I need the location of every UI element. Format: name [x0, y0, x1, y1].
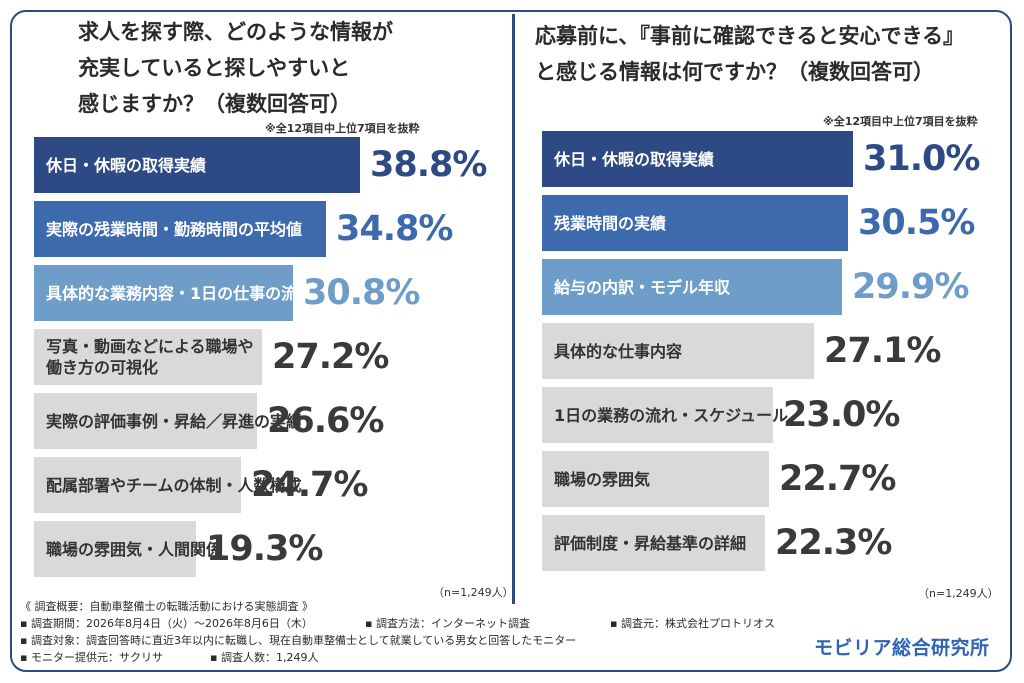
left-sample-size: （n=1,249人）	[433, 586, 514, 599]
survey-period: ▪ 調査期間：2026年8月4日（火）～2026年8月6日（木）	[20, 617, 313, 630]
left-bar-row: 実際の残業時間・勤務時間の平均値 34.8%	[34, 201, 504, 257]
right-bar	[542, 259, 842, 315]
right-bar-value: 22.7%	[779, 459, 896, 499]
left-chart-note: ※全12項目中上位7項目を抜粋	[265, 122, 420, 135]
right-bar-row: 残業時間の実績 30.5%	[542, 195, 1002, 251]
right-sample-size: （n=1,249人）	[918, 587, 999, 600]
right-bar-label: 給与の内訳・モデル年収	[554, 277, 731, 297]
left-bar-row: 実際の評価事例・昇給／昇進の実績 26.6%	[34, 393, 504, 449]
right-chart-note: ※全12項目中上位7項目を抜粋	[823, 115, 978, 128]
survey-line-1: ▪ 調査期間：2026年8月4日（火）～2026年8月6日（木） ▪ 調査方法：…	[20, 615, 810, 632]
right-bar	[542, 131, 853, 187]
left-bar	[34, 329, 262, 385]
right-bar-label: 休日・休暇の取得実績	[554, 149, 715, 169]
right-bar-row: 職場の雰囲気 22.7%	[542, 451, 1002, 507]
left-bar-row: 具体的な業務内容・1日の仕事の流れ 30.8%	[34, 265, 504, 321]
left-bar-label: 実際の評価事例・昇給／昇進の実績	[46, 411, 303, 431]
left-bar-value: 24.7%	[251, 465, 368, 505]
survey-method: ▪ 調査方法：インターネット調査	[365, 617, 530, 630]
right-bar-value: 31.0%	[863, 139, 980, 179]
left-bar-label: 職場の雰囲気・人間関係	[46, 539, 223, 559]
survey-heading: 《 調査概要：自動車整備士の転職活動における実態調査 》	[20, 600, 313, 613]
right-bar-value: 23.0%	[783, 395, 900, 435]
left-chart-title: 求人を探す際、どのような情報が 充実していると探しやすいと 感じますか？（複数回…	[78, 20, 393, 116]
left-bar-chart: 休日・休暇の取得実績 38.8% 実際の残業時間・勤務時間の平均値 34.8% 具体的な…	[34, 137, 504, 585]
right-bar	[542, 451, 769, 507]
right-chart-title: 応募前に、『事前に確認できると安心できる』 と感じる情報は何ですか？（複数回答可…	[535, 24, 965, 84]
left-bar-row: 休日・休暇の取得実績 38.8%	[34, 137, 504, 193]
left-bar-value: 38.8%	[370, 145, 487, 185]
left-bar	[34, 201, 326, 257]
survey-respondents: ▪ 調査人数：1,249人	[210, 651, 319, 664]
left-bar-label: 写真・動画などによる職場や 働き方の可視化	[46, 337, 254, 377]
left-bar-row: 写真・動画などによる職場や 働き方の可視化 27.2%	[34, 329, 504, 385]
right-bar-label: 残業時間の実績	[554, 213, 667, 233]
left-bar-label: 具体的な業務内容・1日の仕事の流れ	[46, 283, 314, 303]
left-bar	[34, 137, 360, 193]
right-bar-label: 職場の雰囲気	[554, 469, 651, 489]
survey-line-2: ▪ 調査対象：調査回答時に直近3年以内に転職し、現在自動車整備士として就業してい…	[20, 632, 810, 649]
right-bar-row: 給与の内訳・モデル年収 29.9%	[542, 259, 1002, 315]
right-bar-label: 具体的な仕事内容	[554, 341, 683, 361]
left-bar	[34, 265, 293, 321]
left-bar-value: 30.8%	[303, 273, 420, 313]
right-bar-value: 30.5%	[858, 203, 975, 243]
left-bar-value: 19.3%	[206, 529, 323, 569]
right-bar-row: 具体的な仕事内容 27.1%	[542, 323, 1002, 379]
left-bar-row: 職場の雰囲気・人間関係 19.3%	[34, 521, 504, 577]
right-bar	[542, 387, 773, 443]
right-bar-label: 1日の業務の流れ・スケジュール	[554, 405, 789, 425]
left-bar	[34, 521, 196, 577]
survey-source: ▪ 調査元：株式会社プロトリオス	[610, 617, 775, 630]
left-bar-row: 配属部署やチームの体制・人数構成 24.7%	[34, 457, 504, 513]
right-bar-row: 休日・休暇の取得実績 31.0%	[542, 131, 1002, 187]
right-bar-label: 評価制度・昇給基準の詳細	[554, 533, 747, 553]
survey-line-3: ▪ モニター提供元：サクリサ ▪ 調査人数：1,249人	[20, 649, 810, 666]
survey-panel-provider: ▪ モニター提供元：サクリサ	[20, 651, 163, 664]
left-bar-label: 配属部署やチームの体制・人数構成	[46, 475, 302, 495]
left-bar-label: 実際の残業時間・勤務時間の平均値	[46, 219, 303, 239]
left-bar-value: 26.6%	[267, 401, 384, 441]
left-bar	[34, 457, 241, 513]
left-bar-label: 休日・休暇の取得実績	[46, 155, 207, 175]
right-bar	[542, 515, 765, 571]
right-bar-row: 評価制度・昇給基準の詳細 22.3%	[542, 515, 1002, 571]
panel-divider	[512, 14, 515, 604]
survey-overview: 《 調査概要：自動車整備士の転職活動における実態調査 》 ▪ 調査期間：2026…	[20, 598, 810, 666]
right-bar-value: 27.1%	[824, 331, 941, 371]
right-bar	[542, 323, 814, 379]
right-bar-value: 22.3%	[775, 523, 892, 563]
right-bar-chart: 休日・休暇の取得実績 31.0% 残業時間の実績 30.5% 給与の内訳・モデル年収 29…	[542, 131, 1002, 579]
survey-target: ▪ 調査対象：調査回答時に直近3年以内に転職し、現在自動車整備士として就業してい…	[20, 634, 577, 647]
left-bar-value: 34.8%	[336, 209, 453, 249]
left-bar-value: 27.2%	[272, 337, 389, 377]
right-bar-row: 1日の業務の流れ・スケジュール 23.0%	[542, 387, 1002, 443]
right-bar	[542, 195, 848, 251]
institute-logo: モビリア総合研究所	[814, 637, 990, 659]
right-bar-value: 29.9%	[852, 267, 969, 307]
left-bar	[34, 393, 257, 449]
